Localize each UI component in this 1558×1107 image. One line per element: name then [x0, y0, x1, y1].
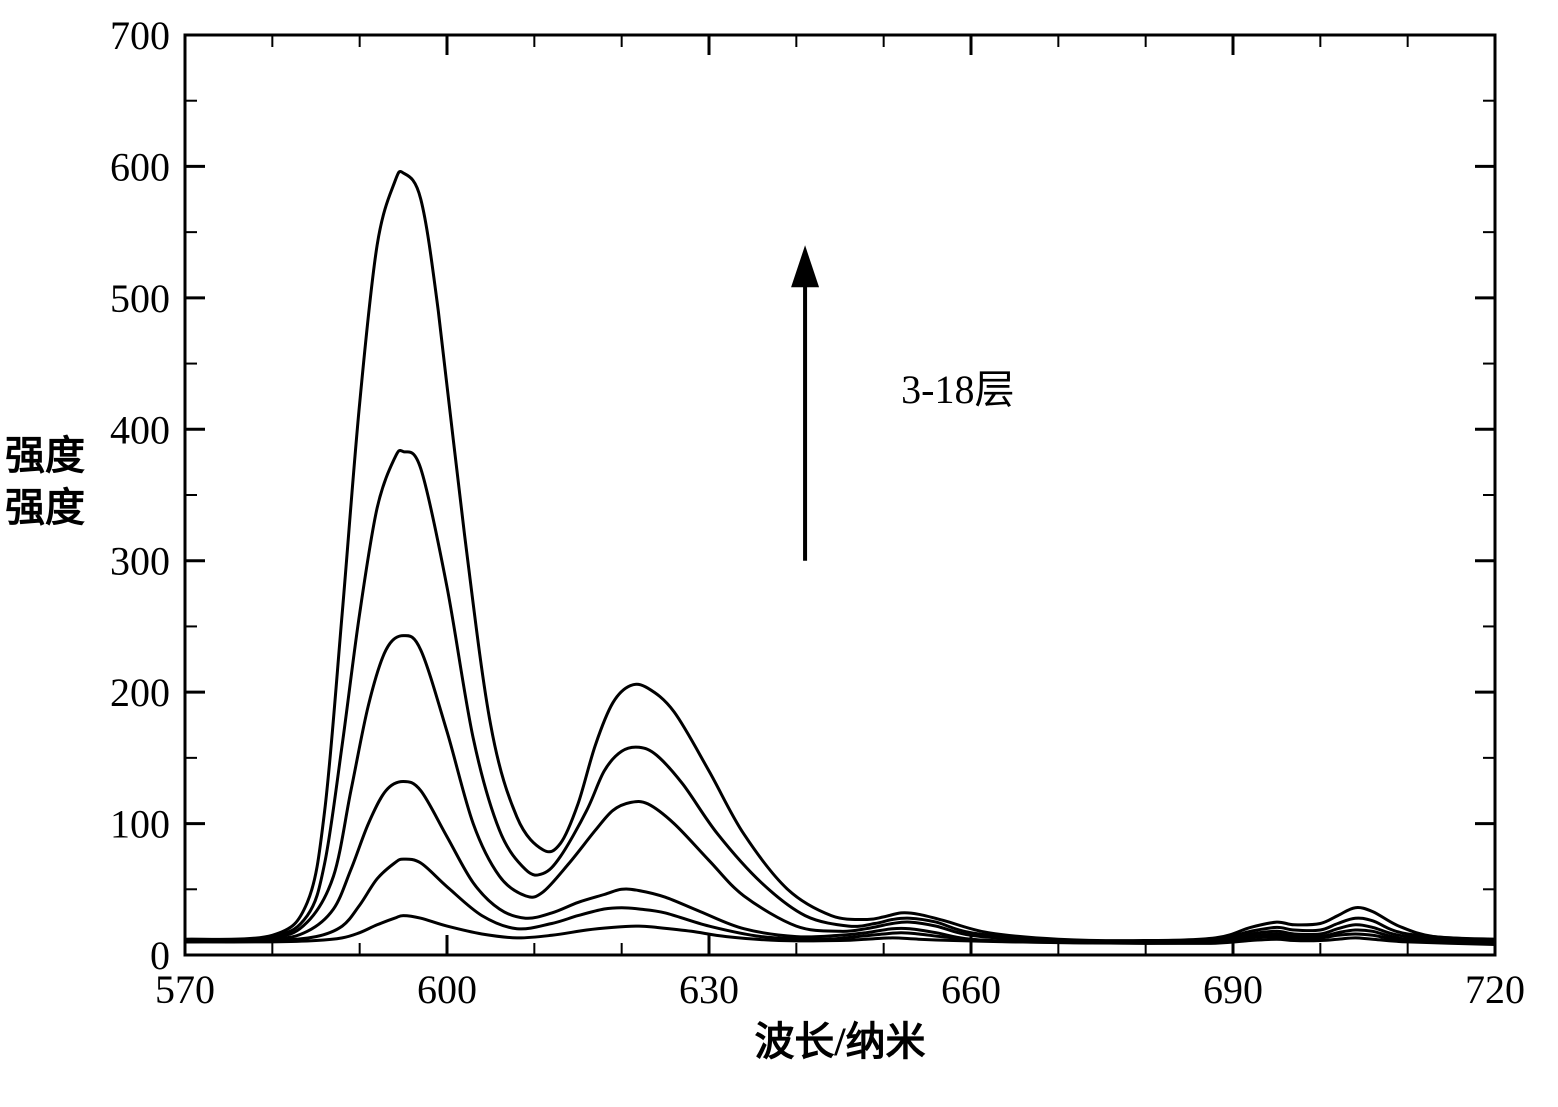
chart-svg: 570600630660690720波长/纳米01002003004005006… [0, 0, 1558, 1102]
series-layer-18 [185, 171, 1495, 940]
spectrum-chart: 570600630660690720波长/纳米01002003004005006… [0, 0, 1558, 1102]
x-tick-label: 720 [1465, 967, 1525, 1012]
series-layer-15 [185, 450, 1495, 941]
y-tick-label: 300 [110, 539, 170, 584]
x-tick-label: 630 [679, 967, 739, 1012]
y-tick-label: 0 [150, 933, 170, 978]
x-tick-label: 600 [417, 967, 477, 1012]
annotation-text: 3-18层 [901, 367, 1014, 412]
series-group [185, 171, 1495, 944]
y-axis-title: 强度 [5, 433, 85, 478]
series-layer-12 [185, 636, 1495, 942]
y-tick-label: 500 [110, 276, 170, 321]
y-tick-label: 600 [110, 144, 170, 189]
x-tick-label: 690 [1203, 967, 1263, 1012]
x-axis-title: 波长/纳米 [754, 1019, 925, 1064]
y-axis-title: 强度 [5, 485, 85, 530]
y-tick-label: 100 [110, 802, 170, 847]
x-tick-label: 660 [941, 967, 1001, 1012]
y-tick-label: 400 [110, 407, 170, 452]
annotation-arrow-head [791, 245, 819, 287]
y-tick-label: 200 [110, 670, 170, 715]
y-tick-label: 700 [110, 13, 170, 58]
